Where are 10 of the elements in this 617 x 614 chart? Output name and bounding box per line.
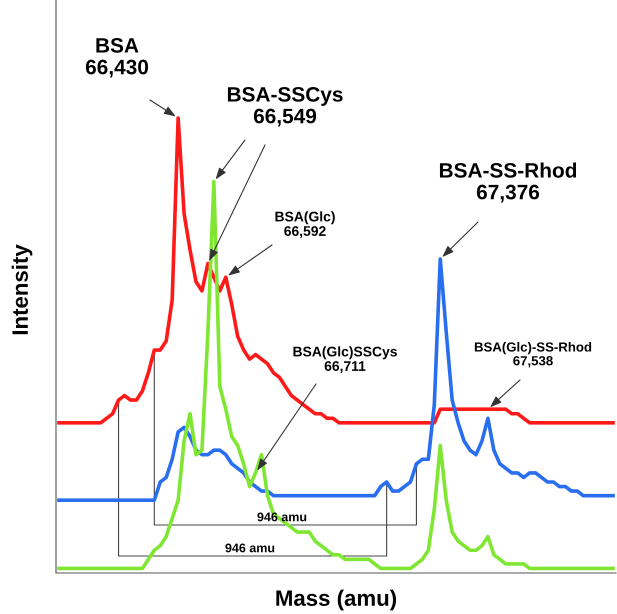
x-axis-title: Mass (amu)	[276, 590, 396, 610]
annotation: 946 amu	[257, 512, 306, 522]
text: BSA 66,430	[86, 38, 148, 78]
y-axis-title: Intensity	[12, 244, 32, 334]
annotation: BSA(Glc) 66,592	[275, 211, 335, 238]
annotation: BSA(Glc)SSCys 66,711	[293, 346, 397, 373]
annotation: BSA-SS-Rhod 67,376	[440, 162, 576, 202]
annotation: BSA(Glc)-SS-Rhod 67,538	[474, 342, 592, 368]
annotation: 946 amu	[225, 544, 274, 552]
annotation: BSA-SSCys 66,549	[228, 86, 343, 126]
